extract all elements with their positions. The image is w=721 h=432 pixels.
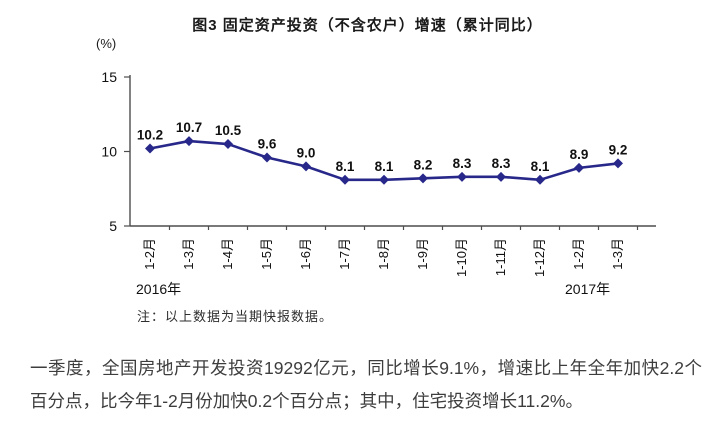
summary-paragraph: 一季度，全国房地产开发投资19292亿元，同比增长9.1%，增速比上年全年加快2… bbox=[30, 358, 702, 411]
data-point-label: 8.1 bbox=[336, 159, 355, 174]
data-point-label: 10.7 bbox=[176, 120, 202, 135]
data-point-marker bbox=[301, 161, 311, 172]
x-axis-category-label: 1-3月 bbox=[181, 238, 196, 270]
x-axis-category-label: 1-5月 bbox=[259, 238, 274, 270]
y-axis-tick-label: 15 bbox=[101, 69, 117, 85]
y-axis-unit-label: (%) bbox=[96, 36, 117, 51]
data-point-marker bbox=[145, 143, 155, 154]
data-point-marker bbox=[457, 171, 467, 182]
y-axis-tick-label: 10 bbox=[101, 144, 117, 160]
data-point-label: 8.2 bbox=[414, 157, 433, 172]
data-point-label: 10.2 bbox=[137, 128, 163, 143]
x-axis-category-label: 1-9月 bbox=[415, 238, 430, 270]
chart-footnote: 注：以上数据为当期快报数据。 bbox=[137, 309, 334, 324]
x-axis-category-label: 1-11月 bbox=[493, 238, 508, 276]
x-axis-category-label: 1-12月 bbox=[532, 238, 547, 277]
data-point-label: 9.2 bbox=[609, 142, 628, 157]
data-point-marker bbox=[262, 152, 272, 163]
x-axis-category-label: 1-10月 bbox=[454, 238, 469, 277]
data-point-marker bbox=[184, 136, 194, 147]
x-axis-category-label: 1-4月 bbox=[220, 238, 235, 270]
data-point-marker bbox=[613, 158, 623, 169]
x-axis-category-label: 1-2月 bbox=[571, 238, 586, 270]
data-point-label: 8.3 bbox=[453, 156, 472, 171]
data-point-label: 8.3 bbox=[492, 156, 511, 171]
x-axis-year-label: 2017年 bbox=[565, 281, 610, 297]
x-axis-year-label: 2016年 bbox=[136, 281, 181, 297]
x-axis-category-label: 1-6月 bbox=[298, 238, 313, 270]
x-axis-category-label: 1-2月 bbox=[142, 238, 157, 270]
data-point-label: 9.0 bbox=[297, 145, 316, 160]
data-point-label: 8.9 bbox=[570, 147, 589, 162]
y-axis-tick-label: 5 bbox=[109, 218, 117, 234]
data-point-marker bbox=[379, 174, 389, 185]
data-point-label: 9.6 bbox=[258, 136, 277, 151]
data-point-label: 8.1 bbox=[375, 159, 394, 174]
data-point-label: 10.5 bbox=[215, 123, 242, 138]
line-chart-plot: 5 10 15 1-2月 1-3月 1-4月 1-5月 1-6月 1-7月 1-8月 1-9月 1-1… bbox=[101, 69, 656, 297]
x-axis-category-label: 1-8月 bbox=[376, 238, 391, 270]
chart-title: 图3 固定资产投资（不含农户）增速（累计同比） bbox=[192, 17, 543, 34]
data-point-marker bbox=[223, 139, 233, 150]
x-axis-category-label: 1-7月 bbox=[337, 238, 352, 270]
data-point-marker bbox=[340, 174, 350, 185]
data-point-marker bbox=[496, 171, 506, 182]
data-point-marker bbox=[535, 174, 545, 185]
data-point-label: 8.1 bbox=[531, 159, 550, 174]
data-point-marker bbox=[574, 162, 584, 173]
data-point-marker bbox=[418, 173, 428, 184]
x-axis-category-label: 1-3月 bbox=[610, 238, 625, 270]
